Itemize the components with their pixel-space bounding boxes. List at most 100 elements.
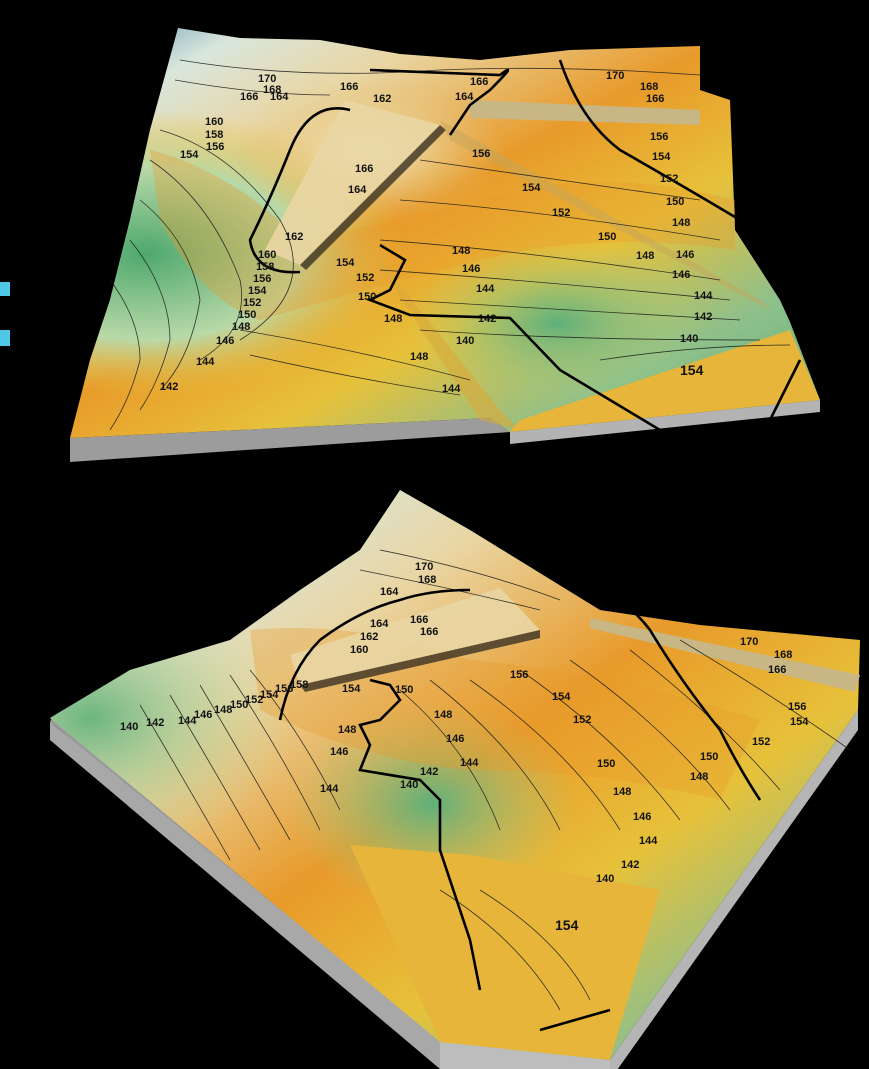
svg-text:166: 166 <box>420 626 438 638</box>
svg-text:164: 164 <box>270 91 289 103</box>
svg-text:142: 142 <box>478 313 496 325</box>
svg-text:148: 148 <box>636 250 654 262</box>
svg-text:146: 146 <box>216 335 234 347</box>
boundary-line <box>278 588 471 721</box>
svg-text:152: 152 <box>356 272 374 284</box>
svg-text:170: 170 <box>415 561 433 573</box>
svg-text:168: 168 <box>640 81 658 93</box>
svg-text:146: 146 <box>633 811 651 823</box>
svg-text:156: 156 <box>253 273 271 285</box>
svg-text:144: 144 <box>639 835 658 847</box>
svg-text:152: 152 <box>245 694 263 706</box>
svg-text:170: 170 <box>740 636 758 648</box>
svg-text:152: 152 <box>552 207 570 219</box>
fault-block <box>265 100 440 265</box>
side-wall <box>510 400 820 444</box>
svg-text:146: 146 <box>676 249 694 261</box>
svg-text:144: 144 <box>196 356 215 368</box>
svg-text:162: 162 <box>373 93 391 105</box>
svg-text:166: 166 <box>410 614 428 626</box>
uplift-block <box>350 845 660 1060</box>
svg-text:162: 162 <box>285 231 303 243</box>
svg-text:144: 144 <box>460 757 479 769</box>
svg-text:166: 166 <box>240 91 258 103</box>
svg-text:156: 156 <box>275 683 293 695</box>
svg-text:140: 140 <box>596 873 614 885</box>
svg-text:154: 154 <box>680 362 704 378</box>
svg-text:146: 146 <box>446 733 464 745</box>
svg-text:166: 166 <box>768 664 786 676</box>
svg-text:148: 148 <box>613 786 631 798</box>
svg-text:144: 144 <box>476 283 495 295</box>
svg-text:154: 154 <box>552 691 571 703</box>
svg-text:158: 158 <box>205 129 223 141</box>
svg-text:164: 164 <box>370 618 389 630</box>
ridge-wall <box>590 618 860 692</box>
svg-text:140: 140 <box>680 333 698 345</box>
svg-text:146: 146 <box>194 709 212 721</box>
svg-text:156: 156 <box>472 148 490 160</box>
svg-text:154: 154 <box>180 149 199 161</box>
svg-text:166: 166 <box>340 81 358 93</box>
svg-text:148: 148 <box>232 321 250 333</box>
svg-text:154: 154 <box>336 257 355 269</box>
svg-text:168: 168 <box>774 649 792 661</box>
edge-artifact <box>0 282 10 296</box>
svg-text:154: 154 <box>790 716 809 728</box>
svg-text:150: 150 <box>238 309 256 321</box>
svg-text:158: 158 <box>256 261 274 273</box>
svg-text:146: 146 <box>462 263 480 275</box>
svg-text:144: 144 <box>178 715 197 727</box>
svg-text:160: 160 <box>205 116 223 128</box>
svg-text:142: 142 <box>621 859 639 871</box>
svg-text:156: 156 <box>510 669 528 681</box>
svg-text:168: 168 <box>263 84 281 96</box>
svg-text:166: 166 <box>355 163 373 175</box>
svg-text:148: 148 <box>214 704 232 716</box>
svg-text:166: 166 <box>646 93 664 105</box>
svg-text:160: 160 <box>258 249 276 261</box>
boundary-line <box>369 68 510 136</box>
svg-text:148: 148 <box>384 313 402 325</box>
svg-text:150: 150 <box>598 231 616 243</box>
svg-text:150: 150 <box>395 684 413 696</box>
top-terrain-view: 166 166 164 160 158 156 154 166 164 162 … <box>0 0 869 470</box>
svg-text:142: 142 <box>146 717 164 729</box>
bottom-terrain-view: 170 168 164 166 166 164 162 160 158 156 … <box>0 470 869 1069</box>
svg-text:166: 166 <box>470 76 488 88</box>
svg-text:140: 140 <box>456 335 474 347</box>
svg-text:152: 152 <box>573 714 591 726</box>
svg-text:162: 162 <box>360 631 378 643</box>
bottom-terrain-svg: 170 168 164 166 166 164 162 160 158 156 … <box>50 490 860 1069</box>
svg-text:152: 152 <box>243 297 261 309</box>
svg-text:150: 150 <box>358 291 376 303</box>
svg-text:142: 142 <box>420 766 438 778</box>
svg-text:164: 164 <box>455 91 474 103</box>
top-terrain-svg: 166 166 164 160 158 156 154 166 164 162 … <box>70 28 820 462</box>
svg-text:150: 150 <box>597 758 615 770</box>
svg-text:154: 154 <box>652 151 671 163</box>
svg-text:154: 154 <box>522 182 541 194</box>
svg-text:146: 146 <box>330 746 348 758</box>
svg-text:144: 144 <box>442 383 461 395</box>
svg-text:144: 144 <box>694 290 713 302</box>
svg-text:142: 142 <box>160 381 178 393</box>
svg-text:170: 170 <box>258 73 276 85</box>
svg-text:156: 156 <box>206 141 224 153</box>
svg-text:148: 148 <box>672 217 690 229</box>
svg-text:148: 148 <box>338 724 356 736</box>
svg-text:148: 148 <box>410 351 428 363</box>
svg-text:148: 148 <box>452 245 470 257</box>
svg-text:154: 154 <box>248 285 267 297</box>
svg-text:156: 156 <box>788 701 806 713</box>
svg-text:168: 168 <box>418 574 436 586</box>
svg-text:164: 164 <box>348 184 367 196</box>
side-wall <box>70 418 510 462</box>
uplift-block <box>510 330 820 432</box>
svg-text:150: 150 <box>230 699 248 711</box>
svg-text:170: 170 <box>606 70 624 82</box>
svg-text:140: 140 <box>400 779 418 791</box>
svg-text:152: 152 <box>752 736 770 748</box>
svg-text:144: 144 <box>320 783 339 795</box>
